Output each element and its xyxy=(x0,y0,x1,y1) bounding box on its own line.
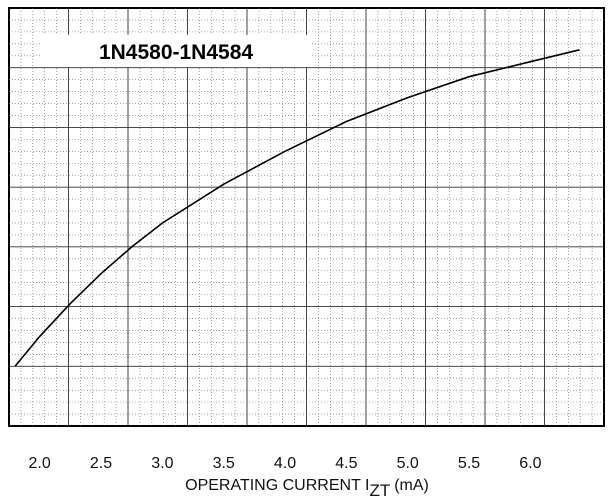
x-tick-label: 6.0 xyxy=(519,455,541,472)
x-tick-label: 4.5 xyxy=(335,455,357,472)
x-axis-tick-labels: 2.0 2.5 3.0 3.5 4.0 4.5 5.0 5.5 6.0 xyxy=(29,455,542,472)
x-tick-label: 3.5 xyxy=(213,455,235,472)
chart-title: 1N4580-1N4584 xyxy=(99,41,253,64)
x-tick-label: 4.0 xyxy=(274,455,296,472)
x-axis-title-subscript: ZT xyxy=(369,481,390,500)
x-axis-title: OPERATING CURRENT IZT (mA) xyxy=(185,477,429,500)
x-axis-title-unit: (mA) xyxy=(394,477,429,494)
x-axis-title-main: OPERATING CURRENT I xyxy=(185,477,369,494)
major-grid xyxy=(9,8,604,426)
title-box xyxy=(40,35,310,67)
x-tick-label: 2.0 xyxy=(29,455,51,472)
x-tick-label: 5.0 xyxy=(397,455,419,472)
x-tick-label: 5.5 xyxy=(458,455,480,472)
x-tick-label: 2.5 xyxy=(90,455,112,472)
series-line xyxy=(14,49,580,367)
x-tick-label: 3.0 xyxy=(151,455,173,472)
